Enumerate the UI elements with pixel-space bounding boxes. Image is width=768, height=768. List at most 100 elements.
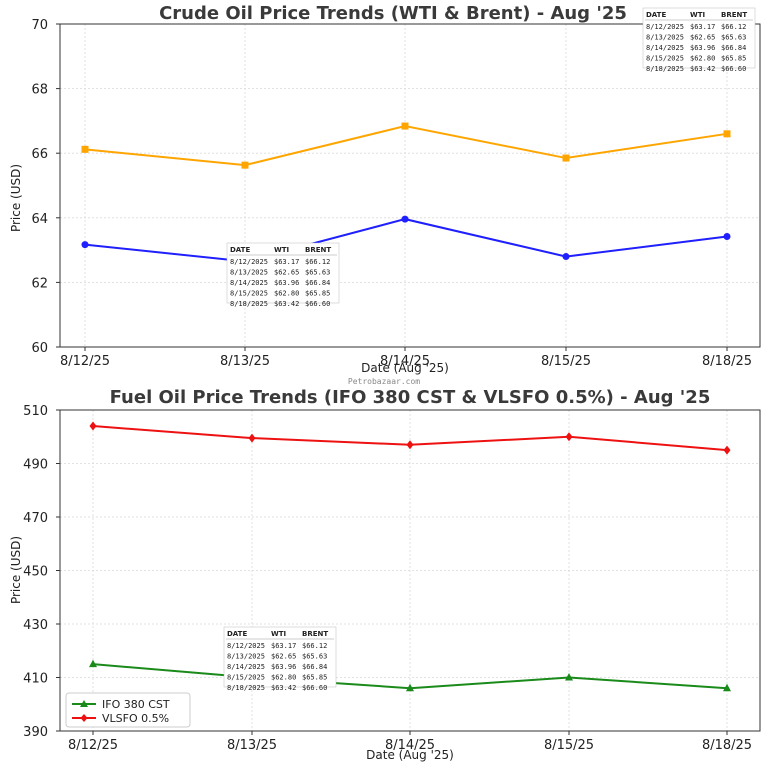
fuel-y-tick-label: 450: [23, 565, 48, 580]
data-table-bg: [223, 626, 337, 688]
data-table-cell: 8/18/2025: [230, 300, 268, 308]
data-table-cell: $66.12: [302, 642, 327, 650]
fuel-x-tick-label: 8/12/25: [68, 738, 118, 753]
data-table-top-right: DATE WTI BRENT 8/12/2025 $63.17 $66.12 8/13/20…: [642, 7, 756, 73]
crude-data-point: [401, 215, 409, 223]
data-table-cell: $66.84: [302, 663, 327, 671]
data-table-cell: $63.96: [690, 44, 715, 52]
crude-data-point: [81, 241, 89, 249]
fuel-x-tick-label: 8/18/25: [702, 738, 752, 753]
crude-x-axis-label: Date (Aug '25): [361, 361, 449, 375]
data-table-cell: $62.80: [274, 290, 299, 298]
crude-x-tick-label: 8/14/25: [380, 354, 430, 369]
fuel-data-point: [406, 440, 414, 450]
fuel-y-tick-label: 510: [23, 404, 48, 419]
data-table-cell: $66.60: [302, 684, 327, 692]
fuel-y-tick-label: 410: [23, 672, 48, 687]
crude-data-point: [401, 122, 409, 130]
crude-x-tick-label: 8/12/25: [60, 354, 110, 369]
data-table-bg: [226, 242, 340, 304]
data-table-cell: $66.84: [721, 44, 746, 52]
data-table-cell: $66.12: [721, 23, 746, 31]
fuel-data-point: [723, 683, 731, 692]
data-table-cell: $65.63: [721, 34, 746, 42]
data-table-cell: 8/13/2025: [230, 269, 268, 277]
data-table-cell: 8/15/2025: [227, 674, 265, 682]
crude-y-tick-label: 62: [31, 276, 48, 291]
data-table-cell: $62.65: [274, 269, 299, 277]
data-table-cell: $65.63: [305, 269, 330, 277]
data-table-cell: 8/12/2025: [646, 23, 684, 31]
crude-data-point: [562, 253, 570, 261]
crude-series-line-1: [84, 125, 728, 167]
data-table-cell: $66.84: [305, 279, 330, 287]
data-table-cell: $62.80: [690, 55, 715, 63]
data-table-header: WTI: [271, 630, 286, 638]
data-table-cell: $63.17: [271, 642, 296, 650]
data-table-cell: $65.85: [305, 290, 330, 298]
fuel-x-tick-label: 8/15/25: [544, 738, 594, 753]
fuel-x-tick-label: 8/13/25: [227, 738, 277, 753]
data-table-cell: $63.42: [690, 65, 715, 73]
data-table-header: DATE: [646, 11, 666, 19]
data-table-header: DATE: [227, 630, 247, 638]
data-table-header: WTI: [690, 11, 705, 19]
data-table-cell: 8/12/2025: [230, 258, 268, 266]
crude-data-point: [241, 161, 249, 169]
legend-label: IFO 380 CST: [102, 698, 170, 711]
crude-data-point: [723, 233, 731, 241]
data-table-cell: $62.65: [271, 653, 296, 661]
legend-swatch-marker: [80, 700, 88, 707]
fuel-data-point: [565, 432, 573, 442]
data-table-cell: $65.63: [302, 653, 327, 661]
fuel-x-axis-label: Date (Aug '25): [366, 748, 454, 762]
data-table-cell: 8/18/2025: [646, 65, 684, 73]
fuel-y-axis-label: Price (USD): [9, 536, 23, 604]
data-table-cell: 8/14/2025: [230, 279, 268, 287]
data-table-bg: [642, 7, 756, 69]
data-table-cell: 8/13/2025: [227, 653, 265, 661]
fuel-y-tick-label: 390: [23, 725, 48, 740]
data-table-cell: $65.85: [302, 674, 327, 682]
legend-label: VLSFO 0.5%: [102, 712, 169, 725]
crude-y-tick-label: 68: [31, 83, 48, 98]
crude-data-point: [562, 154, 570, 162]
fuel-data-point: [248, 433, 256, 443]
fuel-x-tick-label: 8/14/25: [385, 738, 435, 753]
data-table-header: WTI: [274, 246, 289, 254]
crude-y-tick-label: 60: [31, 341, 48, 356]
data-table-cell: $63.96: [271, 663, 296, 671]
legend-swatch-marker: [80, 714, 88, 722]
crude-x-tick-label: 8/18/25: [702, 354, 752, 369]
fuel-data-point: [89, 659, 97, 668]
crude-chart-title: Crude Oil Price Trends (WTI & Brent) - A…: [159, 3, 627, 24]
fuel-y-tick-label: 470: [23, 511, 48, 526]
crude-x-tick-label: 8/15/25: [541, 354, 591, 369]
crude-x-tick-label: 8/13/25: [220, 354, 270, 369]
watermark: Petrobazaar.com: [348, 377, 420, 386]
fuel-data-point: [723, 445, 731, 455]
fuel-y-tick-label: 490: [23, 458, 48, 473]
crude-series-line-0: [84, 218, 728, 263]
data-table-cell: $66.12: [305, 258, 330, 266]
data-table-cell: $62.80: [271, 674, 296, 682]
data-table-cell: 8/14/2025: [227, 663, 265, 671]
crude-data-point: [723, 130, 731, 138]
data-table-fuel-inset: DATE WTI BRENT 8/12/2025 $63.17 $66.12 8/13/20…: [223, 626, 337, 692]
data-table-header: BRENT: [302, 630, 328, 638]
fuel-data-point: [406, 683, 414, 692]
fuel-data-point: [565, 673, 573, 681]
fuel-oil-chart: Fuel Oil Price Trends (IFO 380 CST & VLS…: [9, 387, 761, 762]
crude-y-axis-label: Price (USD): [9, 164, 23, 232]
data-table-crude-inset: DATE WTI BRENT 8/12/2025 $63.17 $66.12 8/13/20…: [226, 242, 340, 308]
data-table-cell: $66.60: [305, 300, 330, 308]
data-table-cell: $63.17: [274, 258, 299, 266]
crude-y-tick-label: 70: [31, 18, 48, 33]
crude-y-tick-label: 66: [31, 147, 48, 162]
data-table-header: BRENT: [721, 11, 747, 19]
data-table-cell: 8/12/2025: [227, 642, 265, 650]
crude-y-tick-label: 64: [31, 212, 48, 227]
crude-data-point: [81, 145, 89, 153]
